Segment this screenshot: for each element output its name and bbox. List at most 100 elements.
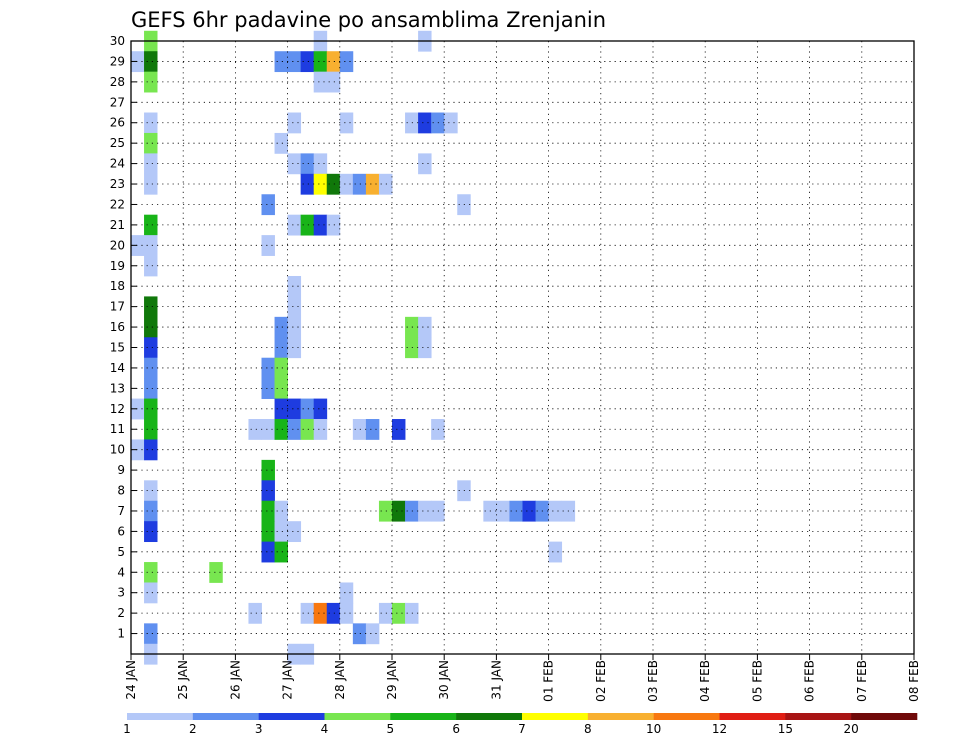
x-tick-label: 31 JAN bbox=[489, 660, 503, 700]
legend-swatch bbox=[258, 713, 325, 720]
precip-cell bbox=[144, 562, 158, 583]
precip-cell bbox=[287, 296, 302, 318]
precip-cell bbox=[274, 51, 288, 73]
x-axis-ticks: 24 JAN 25 JAN 26 JAN 27 JAN 28 JAN 29 JAN 30 J… bbox=[124, 654, 921, 702]
precip-cell bbox=[418, 153, 432, 175]
precip-cell bbox=[144, 214, 158, 236]
precip-cell bbox=[261, 419, 275, 440]
precip-cell bbox=[274, 378, 288, 399]
precip-cell bbox=[144, 439, 158, 461]
precip-cell bbox=[261, 480, 275, 502]
y-tick-label: 24 bbox=[110, 157, 125, 171]
precip-cell bbox=[365, 623, 380, 645]
y-tick-label: 30 bbox=[110, 34, 125, 48]
precip-cell bbox=[131, 398, 145, 420]
precip-cell bbox=[248, 602, 262, 624]
x-tick-label: 06 FEB bbox=[803, 660, 817, 702]
precip-cell bbox=[287, 398, 302, 420]
y-tick-label: 12 bbox=[110, 402, 125, 416]
precip-cell bbox=[274, 398, 288, 420]
precip-cell bbox=[418, 112, 432, 134]
precip-cell bbox=[144, 71, 158, 93]
precip-cell bbox=[300, 173, 315, 195]
precip-cell bbox=[274, 500, 288, 522]
precip-cell bbox=[144, 51, 158, 73]
x-tick-label: 27 JAN bbox=[281, 660, 295, 700]
legend-swatch bbox=[785, 713, 852, 720]
x-tick-label: 05 FEB bbox=[750, 660, 764, 702]
precip-cell bbox=[274, 419, 288, 440]
precip-cell bbox=[261, 235, 275, 256]
precip-cell bbox=[131, 439, 145, 461]
precip-cell bbox=[405, 337, 419, 359]
legend-label: 5 bbox=[387, 722, 395, 736]
precip-cell bbox=[548, 500, 563, 522]
precip-cell bbox=[378, 602, 393, 624]
precip-cell bbox=[339, 173, 354, 195]
heatmap-cells bbox=[131, 30, 576, 665]
precip-cell bbox=[339, 602, 354, 624]
precip-cell bbox=[144, 255, 158, 277]
y-tick-label: 19 bbox=[110, 259, 125, 273]
y-tick-label: 4 bbox=[117, 565, 125, 579]
precip-cell bbox=[313, 51, 328, 73]
y-tick-label: 13 bbox=[110, 381, 125, 395]
y-tick-label: 9 bbox=[117, 463, 125, 477]
precip-cell bbox=[300, 214, 315, 236]
precip-cell bbox=[300, 398, 315, 420]
legend-label: 20 bbox=[844, 722, 859, 736]
x-tick-label: 07 FEB bbox=[855, 660, 869, 702]
y-tick-label: 20 bbox=[110, 238, 125, 252]
precip-cell bbox=[144, 112, 158, 134]
precip-cell bbox=[405, 112, 419, 134]
precip-cell bbox=[418, 337, 432, 359]
precip-cell bbox=[548, 541, 563, 563]
precip-cell bbox=[326, 71, 341, 93]
precip-cell bbox=[144, 337, 158, 359]
x-tick-label: 02 FEB bbox=[594, 660, 608, 702]
precip-cell bbox=[144, 132, 158, 154]
precip-cell bbox=[352, 173, 367, 195]
precip-cell bbox=[274, 337, 288, 359]
precip-cell bbox=[392, 602, 406, 624]
y-tick-label: 22 bbox=[110, 197, 125, 211]
precip-cell bbox=[287, 51, 302, 73]
y-tick-label: 6 bbox=[117, 524, 125, 538]
precip-cell bbox=[144, 235, 158, 256]
legend-label: 10 bbox=[646, 722, 661, 736]
precip-cell bbox=[131, 235, 145, 256]
precip-cell bbox=[365, 173, 380, 195]
precip-cell bbox=[144, 173, 158, 195]
precip-cell bbox=[144, 378, 158, 399]
precip-cell bbox=[144, 500, 158, 522]
x-tick-label: 30 JAN bbox=[437, 660, 451, 700]
y-tick-label: 23 bbox=[110, 177, 125, 191]
y-tick-label: 21 bbox=[110, 218, 125, 232]
precip-cell bbox=[209, 562, 223, 583]
precip-cell bbox=[144, 419, 158, 440]
legend-swatch bbox=[127, 713, 194, 720]
x-tick-label: 03 FEB bbox=[646, 660, 660, 702]
y-tick-label: 8 bbox=[117, 484, 125, 498]
precip-cell bbox=[300, 51, 315, 73]
x-tick-label: 01 FEB bbox=[542, 660, 556, 702]
legend-label: 15 bbox=[778, 722, 793, 736]
legend-swatch bbox=[192, 713, 259, 720]
legend-swatch bbox=[456, 713, 523, 720]
precip-cell bbox=[326, 51, 341, 73]
precip-cell bbox=[144, 316, 158, 338]
legend-label: 8 bbox=[584, 722, 592, 736]
precip-cell bbox=[261, 378, 275, 399]
precip-cell bbox=[418, 500, 432, 522]
precip-cell bbox=[144, 582, 158, 604]
precip-cell bbox=[418, 316, 432, 338]
precip-cell bbox=[326, 602, 341, 624]
precip-cell bbox=[261, 541, 275, 563]
precip-cell bbox=[144, 357, 158, 379]
precip-cell bbox=[287, 214, 302, 236]
precip-cell bbox=[274, 541, 288, 563]
legend-label: 3 bbox=[255, 722, 263, 736]
precip-cell bbox=[287, 419, 302, 440]
x-tick-label: 25 JAN bbox=[176, 660, 190, 700]
